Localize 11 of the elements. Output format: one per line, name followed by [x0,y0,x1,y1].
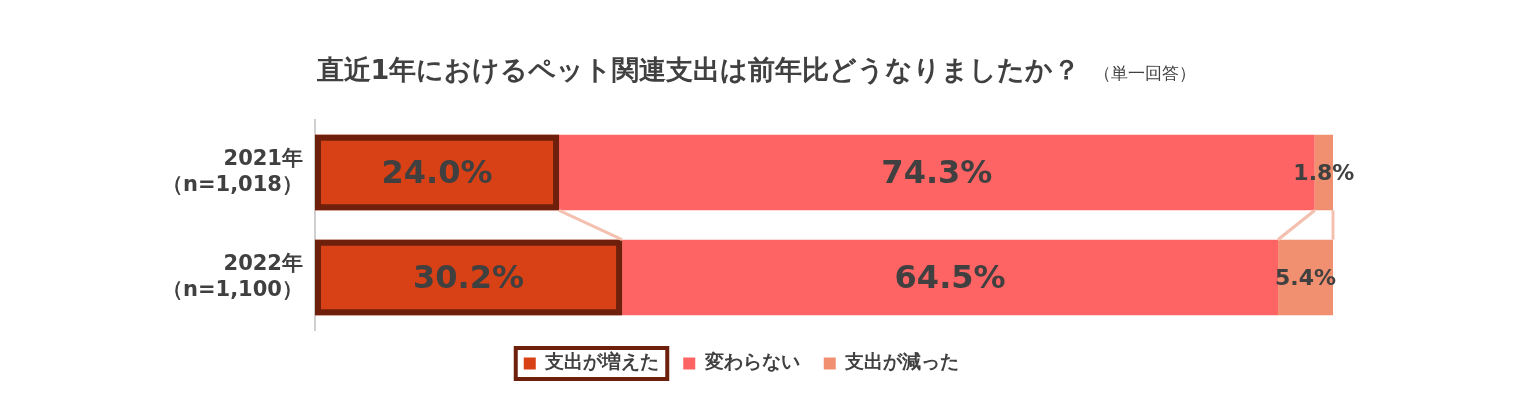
data-label: 24.0% [381,152,493,191]
chart-title: 直近1年におけるペット関連支出は前年比どうなりましたか？ [316,54,1081,85]
legend-label: 支出が減った [844,350,960,373]
legend-label: 支出が増えた [544,350,660,373]
legend-label: 変わらない [703,350,800,373]
data-label: 30.2% [413,257,525,296]
data-label: 74.3% [881,152,993,191]
y-tick-label: 2021年（n=1,018） [161,146,303,196]
chart-subtitle: （単一回答） [1094,63,1197,83]
y-tick-label: 2022年（n=1,100） [161,251,303,301]
data-label: 64.5% [894,257,1006,296]
